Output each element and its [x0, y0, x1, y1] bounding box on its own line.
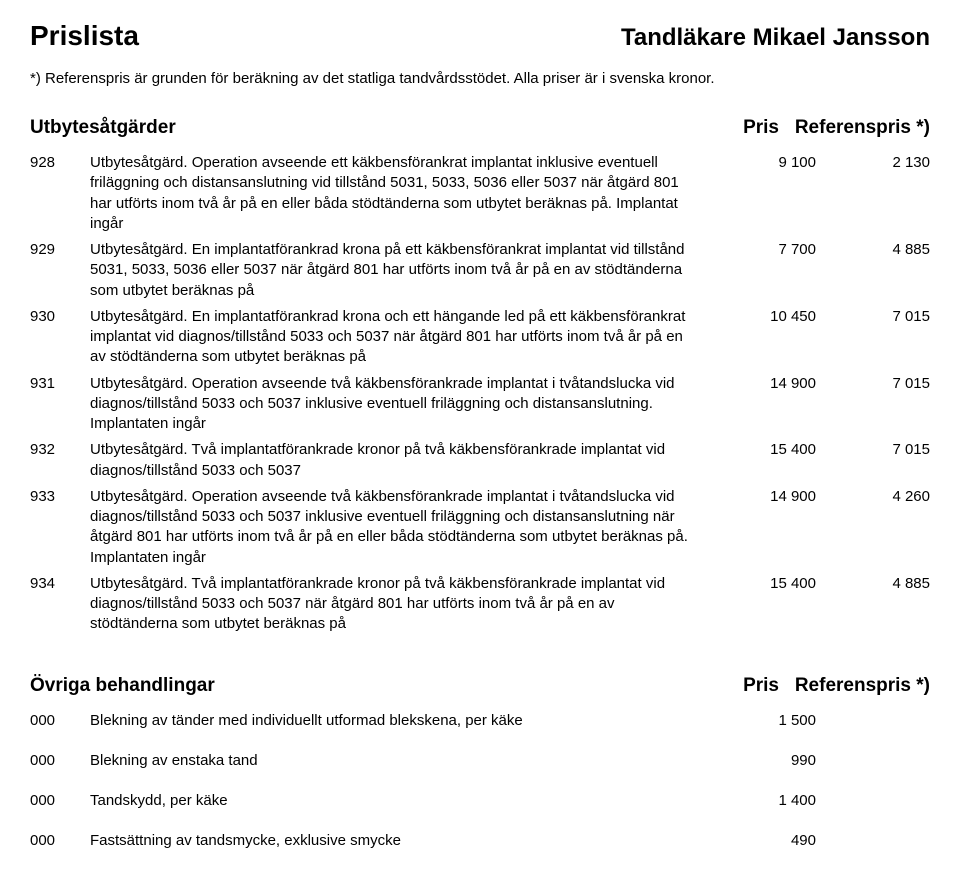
item-description: Tandskydd, per käke	[90, 791, 712, 811]
price-row: 928 Utbytesåtgärd. Operation avseende ett…	[30, 153, 930, 234]
refprice-header: Referenspris *)	[795, 117, 930, 138]
item-description: Blekning av tänder med individuellt utfo…	[90, 711, 712, 731]
item-code: 932	[30, 440, 76, 458]
price-row: 932 Utbytesåtgärd. Två implantatförankrad…	[30, 440, 930, 481]
item-description: Utbytesåtgärd. Operation avseende två kä…	[90, 374, 712, 435]
item-code: 000	[30, 751, 76, 769]
item-refprice	[830, 751, 930, 752]
item-refprice: 2 130	[830, 153, 930, 171]
reference-note: *) Referenspris är grunden för beräkning…	[30, 70, 930, 87]
item-refprice	[830, 791, 930, 792]
section-title-ovriga: Övriga behandlingar	[30, 675, 215, 697]
price-row: 931 Utbytesåtgärd. Operation avseende två…	[30, 374, 930, 435]
column-headers-2: Pris Referenspris *)	[743, 675, 930, 697]
price-row: 000 Blekning av tänder med individuellt u…	[30, 711, 930, 731]
item-price: 9 100	[726, 153, 816, 171]
item-description: Blekning av enstaka tand	[90, 751, 712, 771]
price-header-2: Pris	[743, 675, 779, 696]
item-refprice: 4 885	[830, 574, 930, 592]
price-row: 933 Utbytesåtgärd. Operation avseende två…	[30, 487, 930, 568]
item-code: 929	[30, 240, 76, 258]
item-description: Utbytesåtgärd. En implantatförankrad kro…	[90, 240, 712, 301]
item-description: Utbytesåtgärd. En implantatförankrad kro…	[90, 307, 712, 368]
refprice-header-2: Referenspris *)	[795, 675, 930, 696]
item-code: 931	[30, 374, 76, 392]
item-description: Utbytesåtgärd. Operation avseende ett kä…	[90, 153, 712, 234]
item-description: Utbytesåtgärd. Operation avseende två kä…	[90, 487, 712, 568]
item-code: 928	[30, 153, 76, 171]
item-code: 000	[30, 791, 76, 809]
item-refprice: 7 015	[830, 307, 930, 325]
item-price: 14 900	[726, 374, 816, 392]
item-price: 1 500	[726, 711, 816, 729]
price-header: Pris	[743, 117, 779, 138]
item-refprice	[830, 831, 930, 832]
item-description: Utbytesåtgärd. Två implantatförankrade k…	[90, 574, 712, 635]
column-headers: Pris Referenspris *)	[743, 117, 930, 139]
item-code: 933	[30, 487, 76, 505]
item-code: 934	[30, 574, 76, 592]
item-price: 15 400	[726, 440, 816, 458]
price-row: 930 Utbytesåtgärd. En implantatförankrad …	[30, 307, 930, 368]
price-row: 934 Utbytesåtgärd. Två implantatförankrad…	[30, 574, 930, 635]
item-refprice: 4 885	[830, 240, 930, 258]
item-code: 930	[30, 307, 76, 325]
price-row: 000 Fastsättning av tandsmycke, exklusive…	[30, 831, 930, 851]
item-description: Fastsättning av tandsmycke, exklusive sm…	[90, 831, 712, 851]
item-refprice: 7 015	[830, 440, 930, 458]
item-price: 1 400	[726, 791, 816, 809]
item-refprice: 7 015	[830, 374, 930, 392]
item-code: 000	[30, 711, 76, 729]
item-price: 10 450	[726, 307, 816, 325]
item-code: 000	[30, 831, 76, 849]
item-refprice	[830, 711, 930, 712]
item-price: 14 900	[726, 487, 816, 505]
item-description: Utbytesåtgärd. Två implantatförankrade k…	[90, 440, 712, 481]
page-subtitle: Tandläkare Mikael Jansson	[621, 24, 930, 52]
item-price: 490	[726, 831, 816, 849]
price-row: 000 Blekning av enstaka tand 990	[30, 751, 930, 771]
item-refprice: 4 260	[830, 487, 930, 505]
item-price: 7 700	[726, 240, 816, 258]
section-title-utbytesatgarder: Utbytesåtgärder	[30, 117, 176, 139]
item-price: 15 400	[726, 574, 816, 592]
page-title: Prislista	[30, 20, 139, 52]
item-price: 990	[726, 751, 816, 769]
price-row: 929 Utbytesåtgärd. En implantatförankrad …	[30, 240, 930, 301]
price-row: 000 Tandskydd, per käke 1 400	[30, 791, 930, 811]
